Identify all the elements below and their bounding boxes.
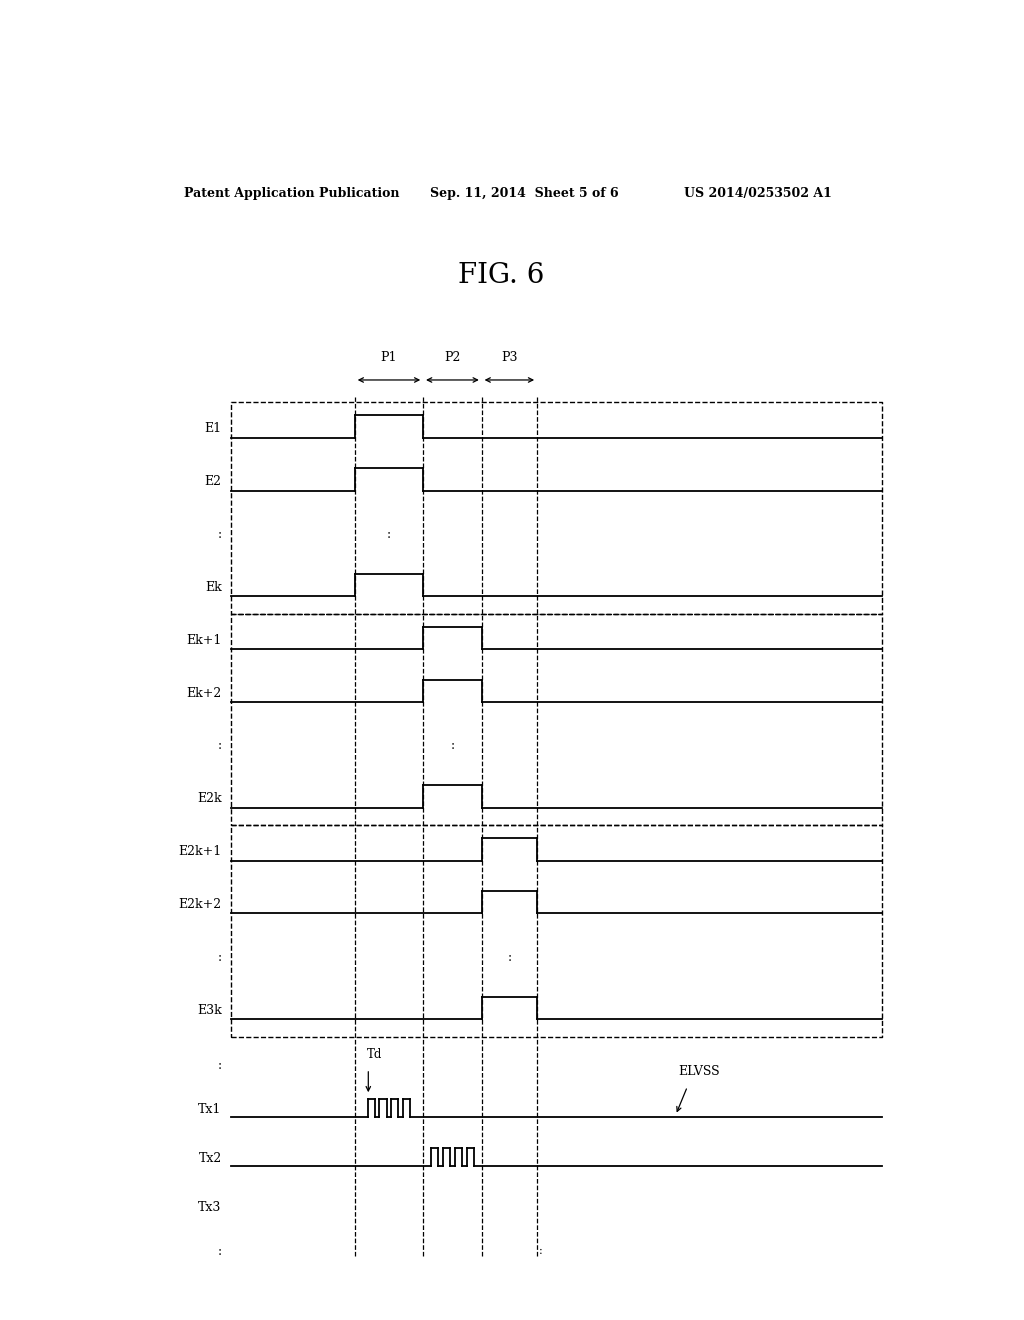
Text: :: : [387,528,391,541]
Text: Patent Application Publication: Patent Application Publication [183,187,399,201]
Text: :: : [217,1245,221,1258]
Text: E2k+1: E2k+1 [178,845,221,858]
Text: P3: P3 [501,351,517,364]
Text: US 2014/0253502 A1: US 2014/0253502 A1 [684,187,831,201]
Text: :: : [217,1060,221,1072]
Text: :: : [217,950,221,964]
Text: P1: P1 [381,351,397,364]
Text: ELVSS: ELVSS [679,1065,720,1077]
Text: E2: E2 [205,475,221,488]
Text: Tx3: Tx3 [199,1201,221,1214]
Text: Tx2: Tx2 [199,1152,221,1166]
Text: Ek: Ek [205,581,221,594]
Text: E2k+2: E2k+2 [178,898,221,911]
Text: E3k: E3k [197,1003,221,1016]
Text: Td: Td [367,1048,382,1061]
Text: :: : [217,739,221,752]
Text: :: : [540,1246,543,1257]
Text: Ek+1: Ek+1 [186,634,221,647]
Text: Tx1: Tx1 [199,1104,221,1117]
Text: Ek+2: Ek+2 [186,686,221,700]
Text: :: : [507,950,511,964]
Text: :: : [451,739,455,752]
Text: E2k: E2k [197,792,221,805]
Text: P2: P2 [444,351,461,364]
Text: :: : [217,528,221,541]
Text: Sep. 11, 2014  Sheet 5 of 6: Sep. 11, 2014 Sheet 5 of 6 [430,187,618,201]
Text: E1: E1 [205,422,221,436]
Text: FIG. 6: FIG. 6 [458,261,544,289]
